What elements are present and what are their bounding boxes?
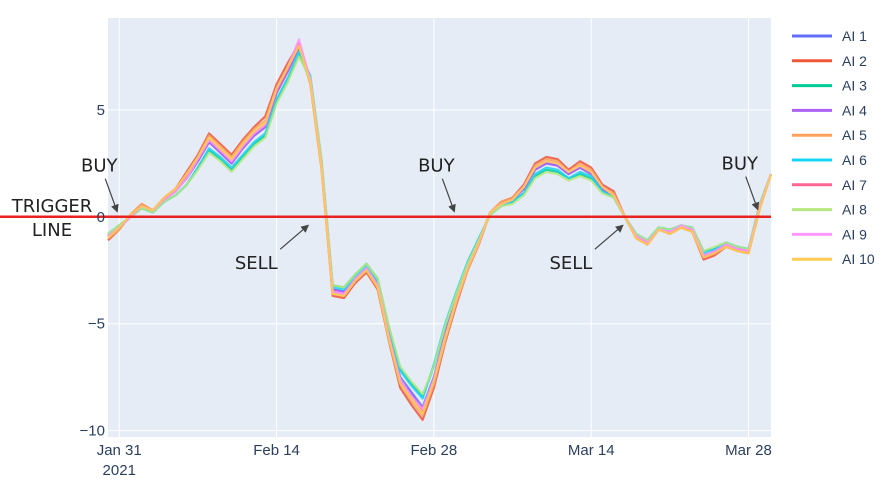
- trigger-label-line-1: TRIGGER: [11, 196, 93, 217]
- legend-label-ai-4: AI 4: [842, 102, 867, 118]
- legend-label-ai-5: AI 5: [842, 127, 867, 143]
- annotation-arrow: [279, 224, 310, 250]
- legend[interactable]: AI 1 AI 2 AI 3 AI 4 AI 5 AI 6 AI 7 AI 8 AI 9 AI 1…: [792, 28, 875, 267]
- x-tick-label: Feb 14: [253, 442, 300, 459]
- annotation-arrow: [745, 176, 760, 211]
- x-tick-sublabel: 2021: [103, 462, 136, 479]
- legend-label-ai-3: AI 3: [842, 78, 867, 94]
- legend-label-ai-1: AI 1: [842, 28, 867, 44]
- legend-label-ai-9: AI 9: [842, 226, 867, 242]
- legend-label-ai-6: AI 6: [842, 152, 867, 168]
- trigger-label-line-2: LINE: [32, 220, 72, 241]
- x-tick-label: Mar 28: [725, 442, 772, 459]
- y-tick-label: −10: [80, 423, 105, 440]
- annotation-arrow: [594, 224, 624, 250]
- y-tick-label: 5: [97, 102, 105, 119]
- buy-annotation: BUY: [721, 154, 759, 175]
- sell-annotation: SELL: [549, 253, 592, 274]
- x-axis-ticks: Jan 31 2021 Feb 14 Feb 28 Mar 14 Mar 28: [97, 442, 772, 479]
- y-axis-ticks: 5 0 −5 −10: [80, 102, 105, 440]
- legend-label-ai-8: AI 8: [842, 202, 867, 218]
- x-tick-label: Feb 28: [411, 442, 458, 459]
- x-tick-label: Mar 14: [568, 442, 615, 459]
- sell-annotation: SELL: [235, 253, 278, 274]
- y-tick-label: −5: [88, 316, 105, 333]
- y-tick-label: 0: [97, 209, 105, 226]
- plot-background: [108, 18, 771, 437]
- legend-label-ai-2: AI 2: [842, 53, 867, 69]
- series-line-ai-10: [107, 44, 773, 415]
- x-tick-label: Jan 31: [97, 442, 142, 459]
- buy-annotation: BUY: [81, 156, 119, 177]
- legend-label-ai-7: AI 7: [842, 177, 867, 193]
- buy-annotation: BUY: [418, 156, 456, 177]
- annotation-arrow: [104, 178, 119, 213]
- series-lines: [107, 38, 773, 421]
- annotations: BUY SELL BUY SELL BUY: [81, 154, 760, 274]
- legend-label-ai-10: AI 10: [842, 251, 875, 267]
- series-line-ai-8: [107, 55, 773, 396]
- trigger-line-group: TRIGGER LINE: [0, 196, 771, 241]
- annotation-arrow: [441, 178, 456, 213]
